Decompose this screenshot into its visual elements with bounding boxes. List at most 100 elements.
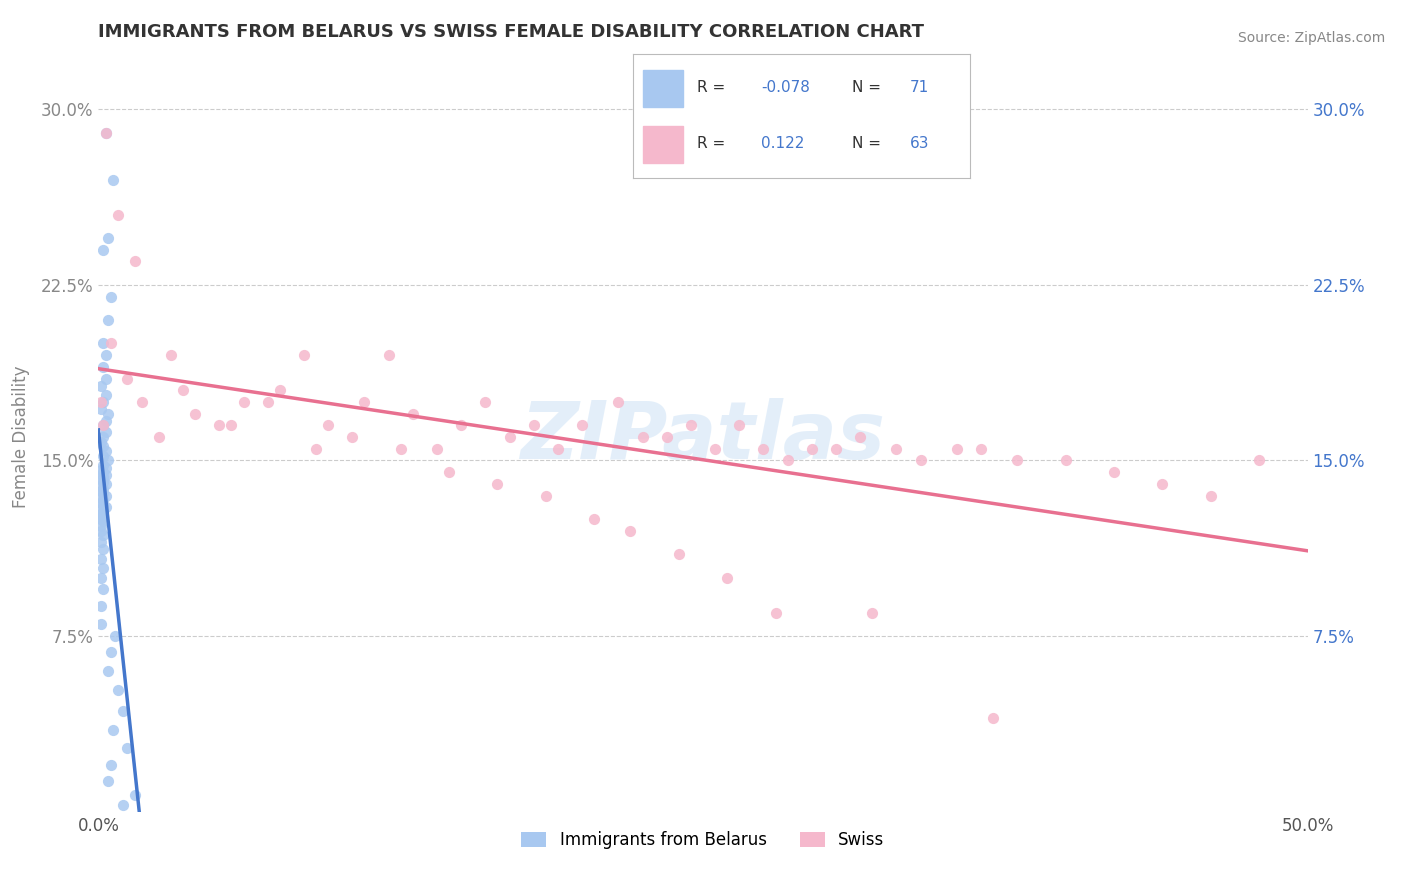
Point <box>97 453 120 467</box>
Point <box>94 460 117 475</box>
Point <box>316 418 339 433</box>
Point <box>1007 453 1029 467</box>
Point <box>90 571 112 585</box>
Point <box>91 582 114 597</box>
Point <box>94 467 117 482</box>
Point <box>90 495 112 509</box>
Point <box>90 617 112 632</box>
Point <box>776 453 799 467</box>
Point <box>631 430 654 444</box>
Point <box>111 797 134 812</box>
Point <box>547 442 569 456</box>
Point <box>94 414 117 428</box>
Point <box>571 418 593 433</box>
Text: 0.122: 0.122 <box>761 136 804 151</box>
Text: -0.078: -0.078 <box>761 79 810 95</box>
Point <box>90 491 112 505</box>
Point <box>970 442 993 456</box>
Point <box>534 489 557 503</box>
Point <box>101 723 124 737</box>
Point <box>91 418 114 433</box>
Text: N =: N = <box>852 136 882 151</box>
Point <box>91 498 114 512</box>
Point <box>124 254 146 268</box>
Point <box>1054 453 1077 467</box>
Point <box>752 442 775 456</box>
Point <box>90 434 112 449</box>
Point <box>90 378 112 392</box>
Point <box>131 395 153 409</box>
Point <box>94 348 117 362</box>
Point <box>91 482 114 496</box>
Point <box>221 418 243 433</box>
Point <box>94 126 117 140</box>
Point <box>97 664 120 679</box>
Point <box>90 508 112 522</box>
Point <box>94 126 117 140</box>
Text: R =: R = <box>697 136 725 151</box>
Point <box>825 442 848 456</box>
Point <box>256 395 278 409</box>
Point <box>208 418 231 433</box>
Point <box>94 371 117 385</box>
Point <box>91 418 114 433</box>
Text: IMMIGRANTS FROM BELARUS VS SWISS FEMALE DISABILITY CORRELATION CHART: IMMIGRANTS FROM BELARUS VS SWISS FEMALE … <box>98 23 924 41</box>
Point <box>160 348 183 362</box>
Point <box>107 683 129 698</box>
Point <box>583 512 606 526</box>
Point <box>523 418 546 433</box>
Point <box>97 231 120 245</box>
Point <box>910 453 932 467</box>
Point <box>91 542 114 557</box>
Point <box>91 486 114 500</box>
Point <box>90 524 112 538</box>
Point <box>90 512 112 526</box>
Point <box>437 465 460 479</box>
Point <box>232 395 254 409</box>
Y-axis label: Female Disability: Female Disability <box>11 366 30 508</box>
Point <box>107 208 129 222</box>
Point <box>91 514 114 528</box>
Point <box>353 395 375 409</box>
Point <box>97 407 120 421</box>
Point <box>269 384 291 398</box>
Point <box>91 440 114 453</box>
Point <box>117 741 139 756</box>
Point <box>728 418 751 433</box>
Point <box>886 442 908 456</box>
Point <box>97 313 120 327</box>
Bar <box>643 126 683 163</box>
Point <box>90 401 112 416</box>
Point <box>91 528 114 542</box>
Point <box>91 430 114 444</box>
Point <box>90 463 112 477</box>
Point <box>91 465 114 479</box>
Point <box>91 493 114 508</box>
Point <box>91 336 114 351</box>
Point <box>90 479 112 493</box>
Point <box>172 384 194 398</box>
Point <box>91 470 114 484</box>
Point <box>981 711 1004 725</box>
Point <box>91 505 114 519</box>
Point <box>91 243 114 257</box>
Point <box>849 430 872 444</box>
Point <box>91 458 114 473</box>
Point <box>100 336 122 351</box>
Point <box>90 395 112 409</box>
Point <box>860 606 883 620</box>
Point <box>90 483 112 498</box>
Point <box>450 418 472 433</box>
Point <box>124 789 146 803</box>
Point <box>90 599 112 613</box>
Point <box>91 509 114 524</box>
Point <box>101 172 124 186</box>
Point <box>402 407 425 421</box>
Point <box>619 524 641 538</box>
Point <box>607 395 630 409</box>
Point <box>90 535 112 549</box>
Point <box>91 475 114 489</box>
Point <box>1199 489 1222 503</box>
Point <box>117 371 139 385</box>
Point <box>668 547 690 561</box>
